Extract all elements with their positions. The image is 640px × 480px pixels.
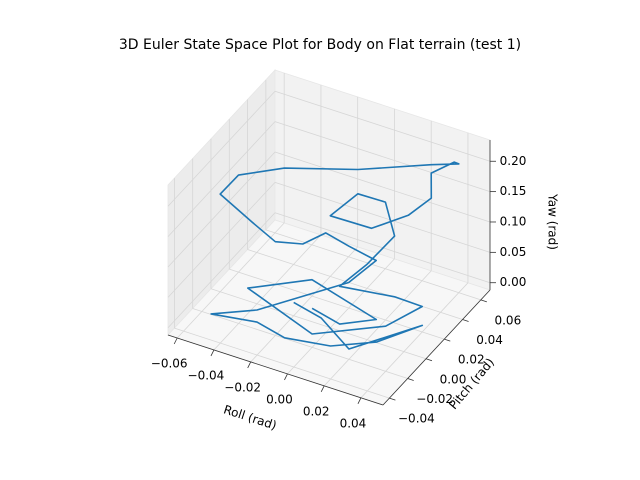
tick-mark xyxy=(320,385,325,393)
grid-line xyxy=(323,270,432,387)
y-tick-label: −0.04 xyxy=(398,412,435,426)
tick-mark xyxy=(389,397,396,401)
grid-line xyxy=(287,258,395,375)
grid-line xyxy=(210,288,427,360)
x-tick-label: −0.06 xyxy=(151,356,188,370)
x-axis-label: Roll (rad) xyxy=(222,402,279,432)
grid-line xyxy=(229,268,445,340)
z-tick-label: 0.15 xyxy=(500,184,527,198)
grid-line xyxy=(174,327,390,399)
y-tick-label: −0.02 xyxy=(416,392,453,406)
y-tick-label: 0.00 xyxy=(440,372,467,386)
grid-line xyxy=(167,151,276,268)
grid-line xyxy=(274,181,491,253)
grid-line xyxy=(167,90,276,207)
tick-mark xyxy=(425,358,433,362)
grid-line xyxy=(274,151,491,223)
grid-line xyxy=(176,222,285,339)
grid-line xyxy=(250,246,358,363)
trajectory-line xyxy=(210,161,460,350)
tick-mark xyxy=(462,319,469,322)
x-tick-label: 0.02 xyxy=(303,404,330,418)
z-axis-label: Yaw (rad) xyxy=(546,193,560,250)
tick-mark xyxy=(173,337,178,345)
x-axis-line xyxy=(167,334,384,406)
y-tick-label: 0.06 xyxy=(494,313,521,327)
chart-title: 3D Euler State Space Plot for Body on Fl… xyxy=(119,37,521,53)
x-tick-label: −0.04 xyxy=(188,368,225,382)
tick-mark xyxy=(480,299,487,303)
x-tick-label: 0.00 xyxy=(266,392,293,406)
y-tick-label: 0.04 xyxy=(476,333,503,347)
y-axis-line xyxy=(382,289,491,406)
grid-line xyxy=(167,121,276,237)
grid-line xyxy=(167,212,276,328)
grid-line xyxy=(167,182,276,298)
x-tick-label: 0.04 xyxy=(340,416,367,430)
grid-line xyxy=(247,249,463,320)
grid-line xyxy=(192,308,408,379)
tick-mark xyxy=(210,349,215,357)
grid-line xyxy=(265,229,481,301)
x-tick-label: −0.02 xyxy=(224,380,261,394)
grid-line xyxy=(274,121,491,192)
z-tick-label: 0.10 xyxy=(500,214,527,228)
tick-mark xyxy=(284,373,288,381)
grid-line xyxy=(274,90,491,162)
z-tick-label: 0.05 xyxy=(500,245,527,259)
z-tick-label: 0.20 xyxy=(500,154,527,168)
grid-line xyxy=(213,234,322,351)
tick-mark xyxy=(357,397,362,404)
tick-mark xyxy=(407,378,414,381)
y-tick-label: 0.02 xyxy=(458,353,485,367)
z-tick-label: 0.00 xyxy=(500,275,527,289)
grid-line xyxy=(360,282,469,399)
tick-mark xyxy=(247,361,252,369)
tick-mark xyxy=(444,338,451,342)
